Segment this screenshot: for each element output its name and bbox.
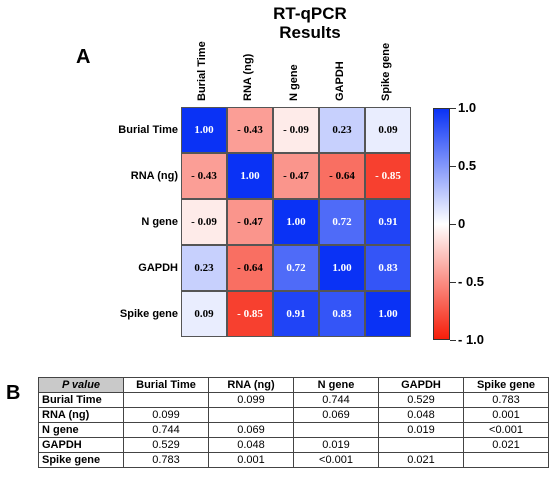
p-value-cell: 0.069 bbox=[293, 407, 379, 423]
p-value-cell: 0.069 bbox=[208, 422, 294, 438]
p-value-cell bbox=[378, 437, 464, 453]
p-value-row-label: RNA (ng) bbox=[38, 407, 124, 423]
heatmap-cell: - 0.47 bbox=[273, 153, 319, 199]
p-value-cell: 0.744 bbox=[123, 422, 209, 438]
p-value-cell bbox=[463, 452, 549, 468]
title-line-2: Results bbox=[279, 23, 341, 42]
p-value-cell: <0.001 bbox=[293, 452, 379, 468]
heatmap-cell: 1.00 bbox=[181, 107, 227, 153]
p-value-cell: 0.783 bbox=[463, 392, 549, 408]
heatmap-cell: 0.91 bbox=[273, 291, 319, 337]
p-value-cell: 0.529 bbox=[123, 437, 209, 453]
p-value-col-header: RNA (ng) bbox=[208, 377, 294, 393]
p-value-cell: 0.783 bbox=[123, 452, 209, 468]
column-label: GAPDH bbox=[334, 61, 346, 101]
p-value-cell: 0.744 bbox=[293, 392, 379, 408]
p-value-cell: 0.099 bbox=[123, 407, 209, 423]
heatmap-cell: 0.72 bbox=[319, 199, 365, 245]
heatmap-cell: - 0.47 bbox=[227, 199, 273, 245]
p-value-cell bbox=[208, 407, 294, 423]
p-value-row-label: N gene bbox=[38, 422, 124, 438]
heatmap-cell: - 0.43 bbox=[181, 153, 227, 199]
colorbar-tick-label: - 0.5 bbox=[458, 274, 485, 289]
row-label: N gene bbox=[141, 216, 178, 228]
heatmap-cell: 0.23 bbox=[319, 107, 365, 153]
p-value-cell: 0.048 bbox=[208, 437, 294, 453]
p-value-cell bbox=[293, 422, 379, 438]
table-row: RNA (ng) 0.099 0.069 0.048 0.001 bbox=[38, 407, 549, 423]
colorbar-tick bbox=[450, 166, 456, 167]
colorbar-tick-label: - 1.0 bbox=[458, 332, 485, 347]
p-value-corner: P value bbox=[38, 377, 124, 393]
column-label: Burial Time bbox=[196, 41, 208, 101]
colorbar-tick-label: 1.0 bbox=[458, 100, 477, 115]
panel-a-label: A bbox=[76, 46, 91, 68]
colorbar-gradient bbox=[433, 108, 450, 340]
p-value-row-label: GAPDH bbox=[38, 437, 124, 453]
column-label: Spike gene bbox=[380, 42, 392, 101]
table-row: GAPDH 0.529 0.048 0.019 0.021 bbox=[38, 437, 549, 453]
p-value-row-label: Spike gene bbox=[38, 452, 124, 468]
heatmap-cell: 0.09 bbox=[365, 107, 411, 153]
colorbar-tick bbox=[450, 282, 456, 283]
heatmap-cell: 0.23 bbox=[181, 245, 227, 291]
heatmap-cell: 0.83 bbox=[365, 245, 411, 291]
heatmap-cell: 0.91 bbox=[365, 199, 411, 245]
heatmap-cell: 0.83 bbox=[319, 291, 365, 337]
row-label: Spike gene bbox=[119, 308, 178, 320]
colorbar-tick bbox=[450, 108, 456, 109]
colorbar-tick-label: 0.5 bbox=[458, 158, 477, 173]
p-value-cell: 0.001 bbox=[463, 407, 549, 423]
p-value-col-header: GAPDH bbox=[378, 377, 464, 393]
p-value-cell: 0.001 bbox=[208, 452, 294, 468]
p-value-col-header: N gene bbox=[293, 377, 379, 393]
table-row: Burial Time 0.099 0.744 0.529 0.783 bbox=[38, 392, 549, 408]
p-value-cell: <0.001 bbox=[463, 422, 549, 438]
p-value-col-header: Burial Time bbox=[123, 377, 209, 393]
heatmap-cell: 1.00 bbox=[273, 199, 319, 245]
p-value-cell: 0.019 bbox=[378, 422, 464, 438]
heatmap-cell: - 0.64 bbox=[319, 153, 365, 199]
p-value-col-header: Spike gene bbox=[463, 377, 549, 393]
colorbar-tick bbox=[450, 340, 456, 341]
heatmap-cell: 1.00 bbox=[227, 153, 273, 199]
heatmap-cell: 0.09 bbox=[181, 291, 227, 337]
p-value-table: P value Burial Time RNA (ng) N gene GAPD… bbox=[38, 377, 549, 468]
heatmap-cell: 0.72 bbox=[273, 245, 319, 291]
heatmap-cell: - 0.09 bbox=[181, 199, 227, 245]
p-value-cell: 0.019 bbox=[293, 437, 379, 453]
p-value-cell: 0.099 bbox=[208, 392, 294, 408]
row-label: RNA (ng) bbox=[130, 170, 178, 182]
p-value-header-row: P value Burial Time RNA (ng) N gene GAPD… bbox=[38, 377, 549, 393]
column-label: N gene bbox=[288, 64, 300, 101]
p-value-cell: 0.529 bbox=[378, 392, 464, 408]
p-value-cell: 0.021 bbox=[378, 452, 464, 468]
heatmap-cell: 1.00 bbox=[365, 291, 411, 337]
heatmap-cell: 1.00 bbox=[319, 245, 365, 291]
colorbar-tick-label: 0 bbox=[458, 216, 466, 231]
colorbar-tick bbox=[450, 224, 456, 225]
table-row: Spike gene 0.783 0.001 <0.001 0.021 bbox=[38, 452, 549, 468]
column-label: RNA (ng) bbox=[242, 53, 254, 101]
heatmap-cell: - 0.09 bbox=[273, 107, 319, 153]
title-line-1: RT-qPCR bbox=[273, 4, 347, 23]
p-value-cell: 0.048 bbox=[378, 407, 464, 423]
panel-b-label: B bbox=[6, 382, 21, 404]
row-label: GAPDH bbox=[138, 262, 178, 274]
heatmap-cell: - 0.64 bbox=[227, 245, 273, 291]
heatmap-cell: - 0.85 bbox=[227, 291, 273, 337]
p-value-cell bbox=[123, 392, 209, 408]
chart-title: RT-qPCR Results bbox=[240, 4, 380, 42]
row-label: Burial Time bbox=[118, 124, 178, 136]
p-value-cell: 0.021 bbox=[463, 437, 549, 453]
p-value-row-label: Burial Time bbox=[38, 392, 124, 408]
table-row: N gene 0.744 0.069 0.019 <0.001 bbox=[38, 422, 549, 438]
heatmap-cell: - 0.85 bbox=[365, 153, 411, 199]
heatmap-cell: - 0.43 bbox=[227, 107, 273, 153]
